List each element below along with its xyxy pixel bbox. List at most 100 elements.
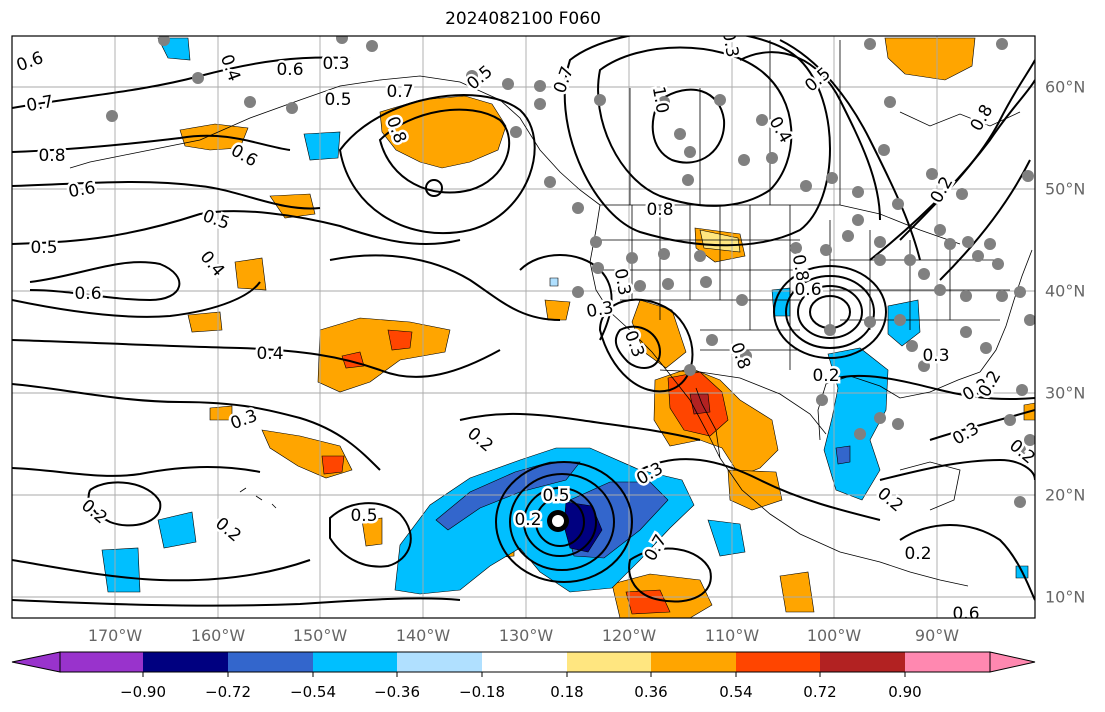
contour-0.3-east (929, 409, 1035, 441)
contour-0.5-mid (12, 210, 461, 245)
shade-cyan-pac (157, 511, 197, 549)
colorbar-swatch (651, 652, 736, 672)
contour-gulf-ak-3 (425, 179, 444, 197)
colorbar-swatch (567, 652, 651, 672)
contour-label: 0.8 (38, 146, 65, 166)
colorbar-tick-label: −0.90 (120, 683, 166, 701)
station-dot (864, 316, 876, 328)
station-dot (904, 254, 916, 266)
station-dot (854, 428, 866, 440)
shade-orange-bering (179, 123, 249, 151)
contour-plains-low-2 (797, 285, 864, 339)
aleutians (69, 149, 151, 169)
station-dot (684, 364, 696, 376)
shade-orange-socal (631, 299, 687, 369)
colorbar-swatch (228, 652, 313, 672)
station-dot (694, 250, 706, 262)
station-dot (192, 72, 204, 84)
contour-0.5-ring-pac (459, 412, 701, 441)
contour-0.2-east (879, 458, 1035, 481)
station-dot (106, 110, 118, 122)
lon-label: 130°W (498, 626, 554, 645)
shade-red-south (625, 589, 671, 615)
contour-0.8-north (12, 134, 291, 153)
station-dot (1004, 414, 1016, 426)
station-dot (1014, 496, 1026, 508)
station-dot (864, 38, 876, 50)
coast-west-us (589, 204, 669, 373)
station-dot (286, 102, 298, 114)
coast-alaska-arc (149, 75, 601, 206)
shade-blue-band-w (435, 461, 581, 531)
contour-0.5-ring-hur (329, 502, 412, 568)
contour-label: 0.5 (542, 486, 569, 506)
shade-red-pac-5 (321, 455, 345, 475)
station-dot (544, 176, 556, 188)
shade-cyan-hawaii (101, 547, 141, 593)
colorbar-tick-label: 0.36 (634, 683, 668, 701)
station-dot (534, 98, 546, 110)
colorbar-tick-label: 0.54 (719, 683, 753, 701)
colorbar-min-extension (11, 651, 61, 673)
contour-label: 0.6 (74, 284, 101, 304)
contour-socal-2 (598, 298, 694, 393)
station-dot (336, 36, 348, 44)
lon-label: 170°W (87, 626, 143, 645)
contours (12, 36, 1035, 607)
colorbar-tick-label: −0.72 (205, 683, 251, 701)
colorbar-swatch (313, 652, 397, 672)
station-dot (658, 248, 670, 260)
contour-0.3-south (12, 597, 461, 607)
shade-orange-gulf-alaska (379, 95, 507, 169)
contour-label: 0.3 (322, 54, 349, 74)
station-dot (714, 94, 726, 106)
canada-provinces (629, 40, 841, 205)
contour-label: 0.5 (324, 90, 351, 110)
station-dot (1022, 170, 1034, 182)
colorbar-swatch (397, 652, 482, 672)
shade-orange-pac-3 (187, 311, 223, 333)
coast-yucatan (899, 461, 961, 511)
station-dot (918, 268, 930, 280)
station-dot (972, 250, 984, 262)
contour-0.3 (12, 383, 381, 471)
station-dot (996, 38, 1008, 50)
station-dot (944, 238, 956, 250)
station-dot (800, 180, 812, 192)
station-dot (1014, 444, 1026, 456)
colorbar-frame (59, 651, 991, 673)
map-plot-area: 0.60.70.80.60.50.60.40.50.40.30.20.2 0.50… (12, 36, 1035, 618)
station-dot (684, 146, 696, 158)
colorbar-tick-label: −0.18 (459, 683, 505, 701)
contour-plains-low-4 (773, 265, 888, 359)
station-dot (534, 80, 546, 92)
lat-label: 30°N (1045, 383, 1086, 403)
shade-red-pac-4a (387, 329, 413, 351)
contour-1.0-canada (651, 88, 726, 164)
lat-label: 40°N (1045, 281, 1086, 301)
contour-label: 0.7 (386, 82, 413, 102)
lon-label: 150°W (292, 626, 348, 645)
lat-label: 50°N (1045, 179, 1086, 199)
station-dot (572, 286, 584, 298)
station-dot (816, 394, 828, 406)
contour-label: 0.2 (812, 366, 839, 386)
contour-0.2-carib (899, 524, 1035, 601)
colorbar-swatch (736, 652, 820, 672)
station-dot (592, 262, 604, 274)
station-dot (884, 96, 896, 108)
colorbar-tick-label: 0.72 (803, 683, 837, 701)
contour-canada-3 (739, 51, 881, 221)
contour-plains-low-1 (809, 295, 852, 329)
contour-ne-1 (899, 59, 1035, 241)
station-dot (572, 202, 584, 214)
station-dot (466, 70, 478, 82)
contour-canada-2 (563, 36, 831, 247)
station-dots (106, 36, 1035, 508)
contour-0.6-north (12, 180, 321, 210)
station-dot (700, 276, 712, 288)
shade-orange-tx (361, 517, 383, 547)
station-dot (962, 236, 974, 248)
shade-orange-se (779, 571, 815, 613)
